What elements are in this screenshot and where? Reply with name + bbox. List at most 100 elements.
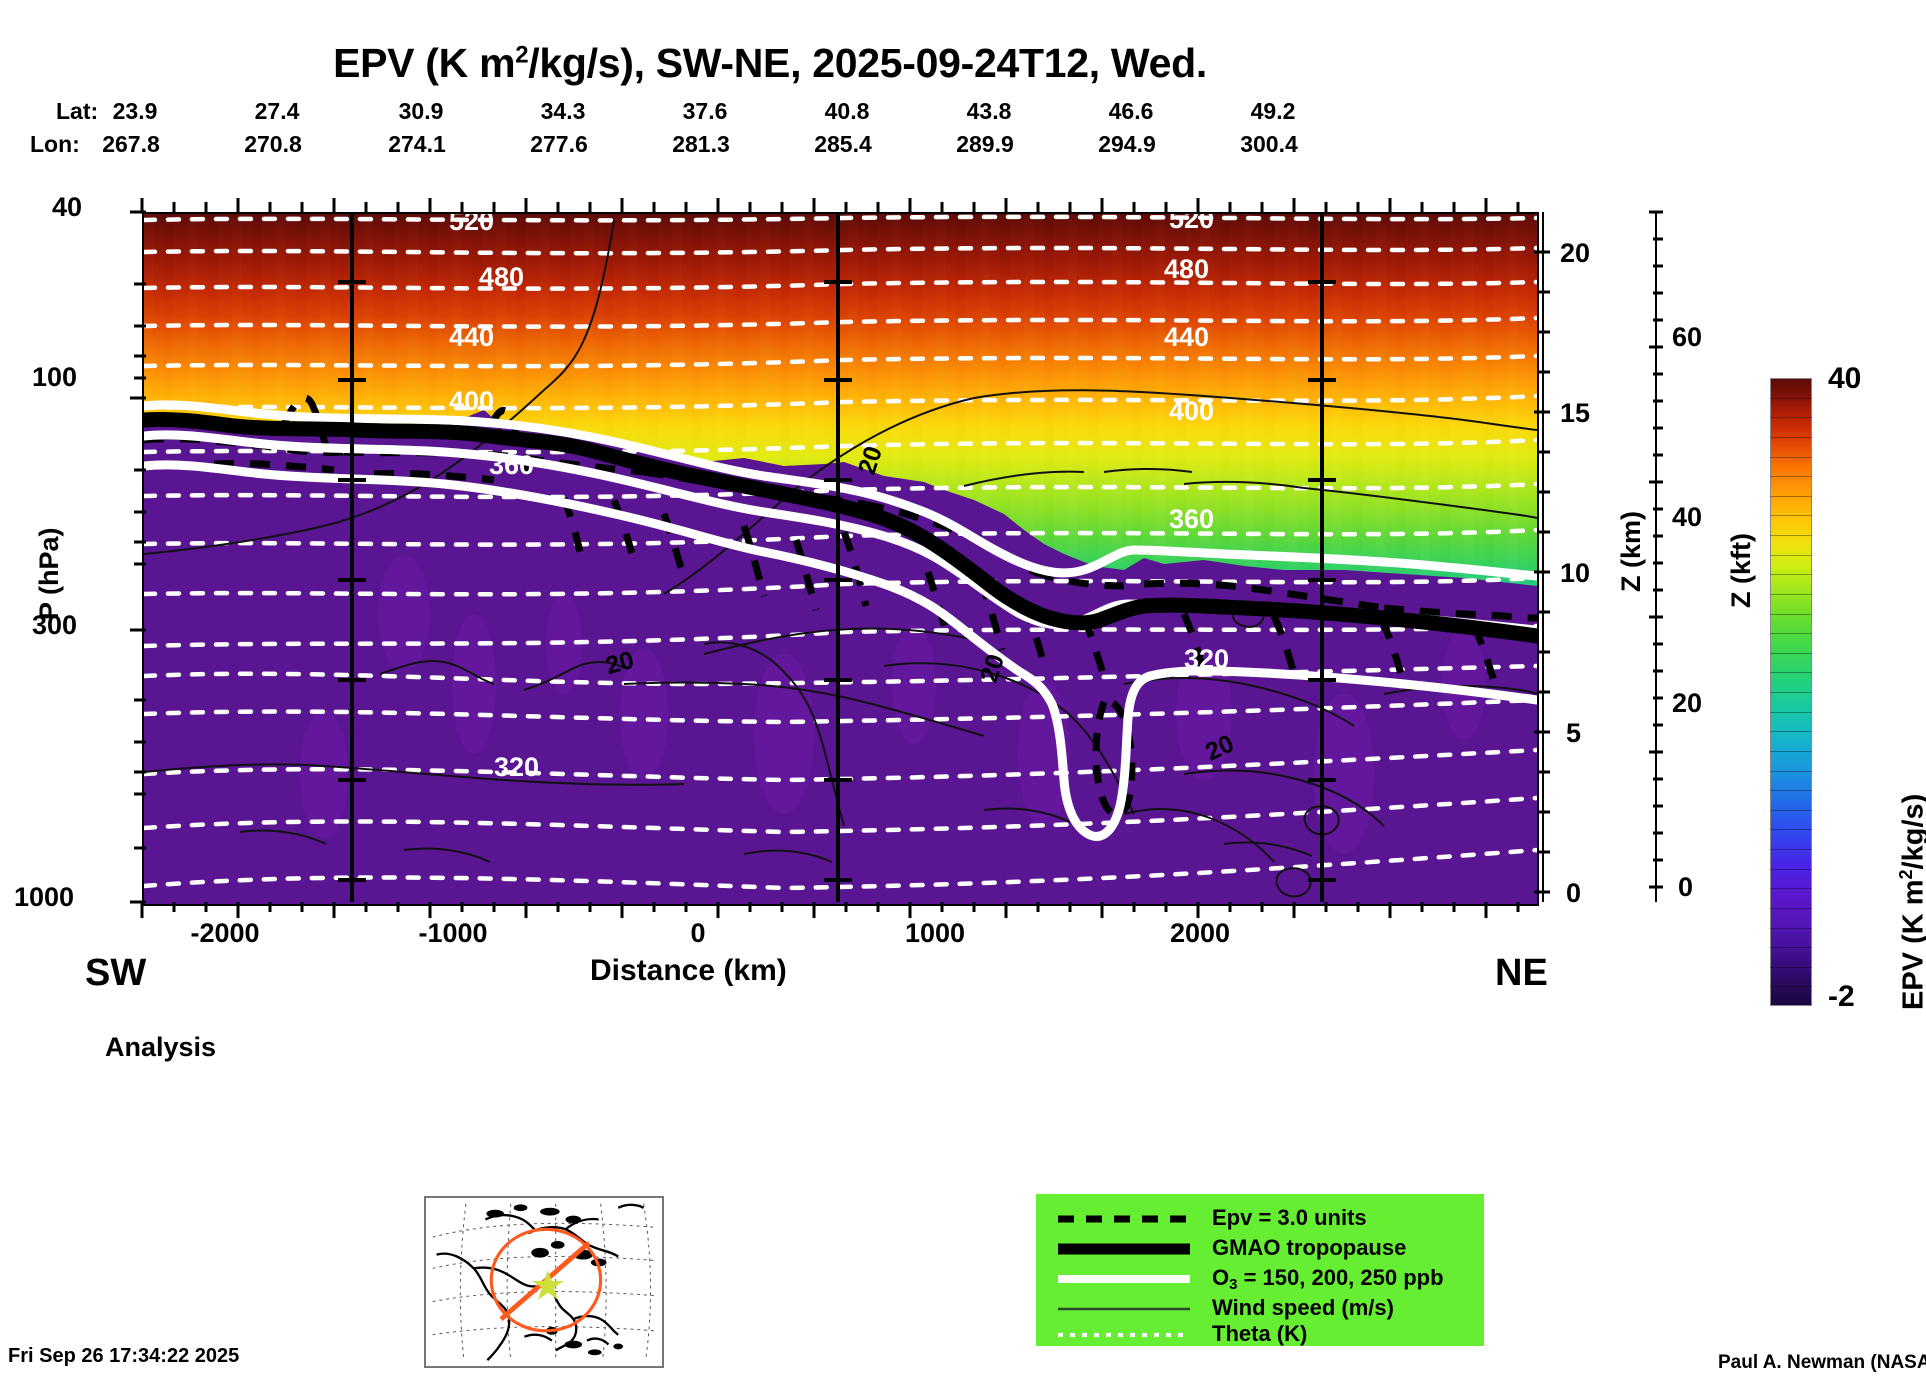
legend-symbol-dashed-black-icon — [1054, 1204, 1194, 1234]
colorbar-band-divider-18 — [1770, 731, 1812, 732]
title-pre: EPV (K m — [333, 40, 516, 86]
inset-location-map — [424, 1196, 664, 1368]
colorbar-band-divider-15 — [1770, 672, 1812, 673]
legend-row-0: Epv = 3.0 units — [1036, 1204, 1484, 1234]
theta-contours — [144, 214, 1537, 891]
x-axis-tick-0: 0 — [690, 918, 706, 948]
longitude-value-1: 270.8 — [244, 131, 302, 157]
colorbar-band-divider-21 — [1770, 790, 1812, 791]
x-axis-tick-2000: 2000 — [1169, 918, 1231, 948]
legend-symbol-thick-white-icon — [1054, 1264, 1194, 1294]
ne-endpoint-label: NE — [1495, 952, 1548, 994]
epv-colorbar — [1770, 378, 1812, 1006]
legend-box: Epv = 3.0 units GMAO tropopause O3 = 150, … — [1036, 1194, 1484, 1346]
legend-row-3: Wind speed (m/s) — [1036, 1294, 1484, 1324]
colorbar-band-divider-13 — [1770, 633, 1812, 634]
inset-center-marker — [532, 1270, 564, 1300]
z-kft-axis-spine — [1655, 212, 1657, 902]
p-axis-tick-300: 300 — [32, 610, 78, 640]
gmao-tropopause — [144, 411, 1537, 644]
legend-row-1: GMAO tropopause — [1036, 1234, 1484, 1264]
colorbar-band-divider-25 — [1770, 869, 1812, 870]
latitude-value-3: 34.3 — [540, 98, 586, 124]
latitude-value-8: 49.2 — [1250, 98, 1296, 124]
legend-symbol-thick-black-icon — [1054, 1234, 1194, 1264]
legend-label-3: Wind speed (m/s) — [1212, 1295, 1394, 1320]
colorbar-band-divider-3 — [1770, 437, 1812, 438]
inset-map-svg — [432, 1203, 656, 1361]
colorbar-max-label: 40 — [1828, 362, 1862, 395]
legend-label-2: O3 = 150, 200, 250 ppb — [1212, 1265, 1444, 1293]
troposphere-slab — [144, 410, 1537, 904]
latitude-value-1: 27.4 — [254, 98, 300, 124]
theta-label-360-left: 360 — [489, 450, 535, 480]
colorbar-band-divider-6 — [1770, 496, 1812, 497]
z-kft-tick-60: 60 — [1672, 322, 1703, 352]
colorbar-min-label: -2 — [1828, 980, 1855, 1013]
author-credit: Paul A. Newman (NASA — [1718, 1352, 1926, 1373]
legend-label-4: Theta (K) — [1212, 1321, 1308, 1346]
analysis-label: Analysis — [105, 1032, 217, 1062]
latitude-value-4: 37.6 — [682, 98, 728, 124]
theta-label-440-left: 440 — [449, 322, 495, 352]
colorbar-band-divider-24 — [1770, 849, 1812, 850]
longitude-value-2: 274.1 — [388, 131, 446, 157]
colorbar-title-pre: EPV (K m — [1897, 879, 1926, 1010]
z-km-tick-20: 20 — [1560, 238, 1591, 268]
colorbar-band-divider-29 — [1770, 947, 1812, 948]
colorbar-band-divider-5 — [1770, 476, 1812, 477]
generation-timestamp: Fri Sep 26 17:34:22 2025 — [8, 1345, 240, 1367]
colorbar-band-divider-12 — [1770, 614, 1812, 615]
colorbar-band-divider-4 — [1770, 457, 1812, 458]
theta-label-520-right: 520 — [1169, 212, 1215, 234]
colorbar-band-divider-8 — [1770, 535, 1812, 536]
colorbar-band-divider-28 — [1770, 928, 1812, 929]
latitude-value-7: 46.6 — [1108, 98, 1154, 124]
longitude-value-8: 300.4 — [1240, 131, 1298, 157]
theta-label-320-left: 320 — [494, 752, 540, 782]
colorbar-band-divider-9 — [1770, 555, 1812, 556]
theta-label-440-right: 440 — [1164, 322, 1210, 352]
p-axis-tick-100: 100 — [32, 362, 78, 392]
x-axis-tick--1000: -1000 — [418, 918, 488, 948]
theta-label-400-left: 400 — [449, 386, 495, 416]
p-axis-tick-1000: 1000 — [14, 882, 75, 912]
z-kft-tick-20: 20 — [1672, 688, 1703, 718]
legend-row-4: Theta (K) — [1036, 1320, 1484, 1350]
z-kft-tick-40: 40 — [1672, 502, 1703, 532]
x-axis-tick--2000: -2000 — [190, 918, 260, 948]
z-km-tick-5: 5 — [1566, 718, 1582, 748]
colorbar-band-divider-20 — [1770, 771, 1812, 772]
legend-symbol-thin-black-icon — [1054, 1294, 1194, 1324]
inset-range-circle — [489, 1227, 603, 1333]
colorbar-band-divider-23 — [1770, 829, 1812, 830]
legend-symbol-dotted-white-icon — [1054, 1320, 1194, 1350]
colorbar-band-divider-27 — [1770, 908, 1812, 909]
z-km-tick-15: 15 — [1560, 398, 1591, 428]
z-kft-axis-title: Z (kft) — [1726, 533, 1756, 608]
colorbar-title-post: /kg/s) — [1897, 793, 1926, 870]
latitude-value-2: 30.9 — [398, 98, 444, 124]
colorbar-title: EPV (K m2/kg/s) — [1896, 794, 1926, 1010]
theta-label-480-left: 480 — [479, 262, 525, 292]
longitude-value-6: 289.9 — [956, 131, 1014, 157]
title-post: /kg/s), SW-NE, 2025-09-24T12, Wed. — [528, 40, 1207, 86]
theta-label-320-right: 320 — [1184, 644, 1230, 674]
colorbar-band-divider-10 — [1770, 574, 1812, 575]
title-superscript: 2 — [515, 41, 529, 69]
colorbar-band-divider-30 — [1770, 967, 1812, 968]
latitude-value-0: 23.9 — [112, 98, 158, 124]
legend-row-2: O3 = 150, 200, 250 ppb — [1036, 1264, 1484, 1294]
latitude-value-6: 43.8 — [966, 98, 1012, 124]
wind-speed-contours — [144, 219, 1537, 898]
sw-endpoint-label: SW — [85, 952, 147, 994]
colorbar-band-divider-14 — [1770, 653, 1812, 654]
colorbar-band-divider-7 — [1770, 515, 1812, 516]
p-axis-tick-40: 40 — [52, 192, 83, 222]
x-axis-tick-1000: 1000 — [904, 918, 966, 948]
z-km-tick-10: 10 — [1560, 558, 1591, 588]
z-km-tick-0: 0 — [1566, 878, 1582, 908]
latitude-header-row: Lat: 23.9 27.4 30.9 34.3 37.6 40.8 43.8 46.6 49.2 — [0, 98, 1540, 128]
colorbar-band-divider-11 — [1770, 594, 1812, 595]
x-axis-title: Distance (km) — [590, 954, 787, 987]
